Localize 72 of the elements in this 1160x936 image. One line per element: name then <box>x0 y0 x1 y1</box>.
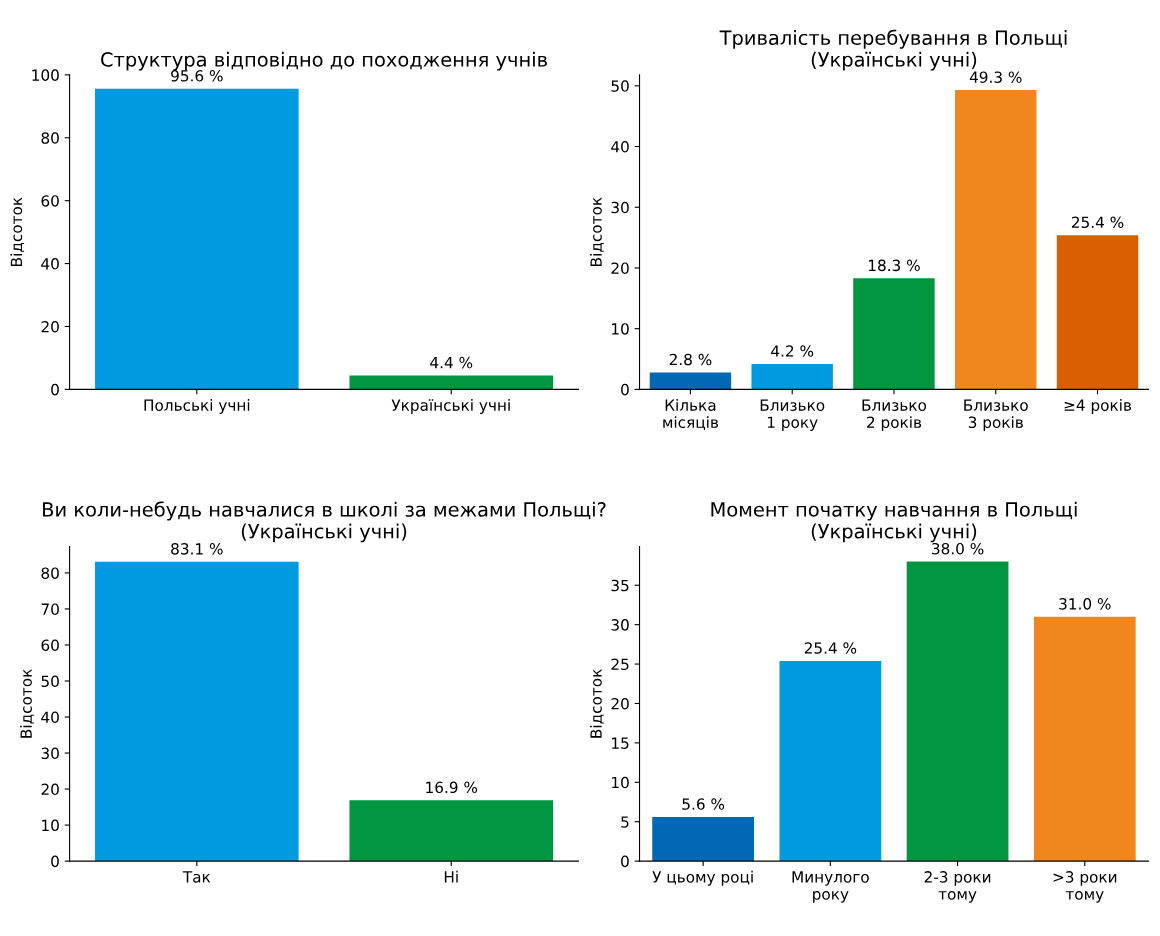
data-label: 49.3 % <box>969 71 1022 83</box>
x-tick-label: Кілька місяців <box>663 399 719 430</box>
data-label: 4.4 % <box>430 356 473 369</box>
y-tick-label: 20 <box>611 697 629 710</box>
x-tick-label: У цьому році <box>652 870 753 886</box>
bar <box>853 278 935 390</box>
bar <box>779 660 882 862</box>
data-label: 95.6 % <box>171 70 223 82</box>
y-axis-title: Відсоток <box>20 669 34 738</box>
x-tick-label: 2-3 роки тому <box>924 871 991 903</box>
y-tick-label: 35 <box>611 579 629 592</box>
bar <box>649 372 732 390</box>
y-tick-label: 30 <box>611 619 629 631</box>
data-label: 31.0 % <box>1059 598 1111 610</box>
chart-title: Ви коли-небудь навчалися в школі за межами Польщі? (Українські учні) <box>43 501 606 543</box>
y-tick-label: 30 <box>41 747 59 760</box>
bar <box>955 90 1037 390</box>
y-tick-label: 15 <box>612 737 629 749</box>
data-label: 2.8 % <box>669 353 712 366</box>
x-tick-label: Близько 2 років <box>862 399 927 431</box>
y-axis-title: Відсоток <box>590 669 604 738</box>
x-tick-label: Так <box>182 871 211 883</box>
x-tick-label: ≥4 років <box>1064 399 1132 414</box>
data-label: 5.6 % <box>682 798 725 810</box>
y-tick-label: 0 <box>621 855 629 868</box>
x-tick-label: Польські учні <box>144 399 250 414</box>
y-tick-label: 100 <box>32 69 59 81</box>
y-tick-label: 80 <box>41 567 59 579</box>
y-tick-label: 20 <box>611 262 629 274</box>
data-label: 18.3 % <box>868 259 920 272</box>
x-tick-label: Близько 1 року <box>760 399 825 431</box>
chart-title: Тривалість перебування в Польщі (Українські учні) <box>719 29 1067 71</box>
y-tick-label: 20 <box>41 783 59 796</box>
y-tick-label: 50 <box>41 675 59 688</box>
x-tick-label: Ні <box>444 870 458 883</box>
data-label: 38.0 % <box>932 542 984 555</box>
y-tick-label: 25 <box>611 658 629 671</box>
y-tick-label: 10 <box>42 819 59 832</box>
y-tick-label: 60 <box>41 195 59 207</box>
y-axis-title: Відсоток <box>10 197 25 266</box>
data-label: 16.9 % <box>426 781 478 794</box>
data-label: 25.4 % <box>1071 216 1124 229</box>
bar <box>751 363 833 390</box>
y-tick-label: 5 <box>621 816 629 828</box>
y-tick-label: 80 <box>41 132 59 144</box>
chart-title: Структура відповідно до походження учнів <box>101 51 547 71</box>
y-tick-label: 50 <box>611 80 629 92</box>
x-tick-label: Близько 3 років <box>964 399 1028 431</box>
data-label: 83.1 % <box>171 543 223 555</box>
y-axis-title: Відсоток <box>590 197 604 266</box>
x-tick-label: >3 роки тому <box>1053 871 1117 903</box>
y-tick-label: 20 <box>41 320 59 333</box>
y-tick-label: 10 <box>612 323 629 335</box>
y-tick-label: 60 <box>41 639 59 651</box>
bar <box>652 816 755 862</box>
bar <box>1056 235 1139 390</box>
y-tick-label: 0 <box>51 855 59 868</box>
y-tick-label: 0 <box>621 383 629 396</box>
y-tick-label: 10 <box>612 776 629 789</box>
data-label: 25.4 % <box>804 642 857 654</box>
y-tick-label: 40 <box>41 711 59 724</box>
y-tick-label: 30 <box>611 201 629 214</box>
y-tick-label: 0 <box>51 383 59 396</box>
chart-title: Момент початку навчання в Польщі (Українські учні) <box>711 501 1077 543</box>
y-tick-label: 40 <box>41 258 59 270</box>
x-tick-label: Минулого року <box>792 871 869 903</box>
y-tick-label: 40 <box>611 140 629 153</box>
bar <box>906 561 1009 862</box>
x-tick-label: Українські учні <box>391 399 510 414</box>
bar <box>1033 616 1136 862</box>
y-tick-label: 70 <box>41 603 59 615</box>
data-label: 4.2 % <box>771 345 814 357</box>
